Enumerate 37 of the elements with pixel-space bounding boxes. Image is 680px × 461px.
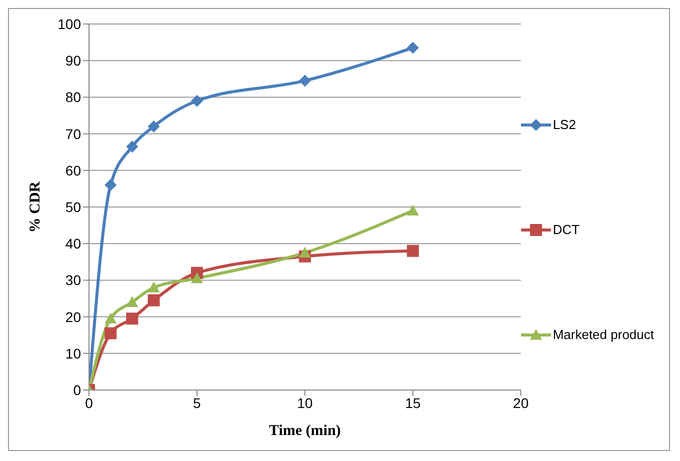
x-tick-label: 5 bbox=[193, 394, 202, 411]
y-tick-label: 10 bbox=[65, 345, 82, 362]
point bbox=[406, 244, 419, 257]
y-tick-label: 90 bbox=[65, 52, 82, 69]
point bbox=[406, 42, 419, 54]
point bbox=[104, 327, 117, 340]
x-tick-label: 20 bbox=[513, 394, 529, 411]
y-tick-label: 20 bbox=[65, 308, 82, 325]
point bbox=[148, 120, 160, 132]
point bbox=[190, 272, 203, 284]
y-tick-label: 60 bbox=[65, 162, 82, 178]
x-tick-label: 10 bbox=[297, 394, 313, 411]
x-tick-label: 15 bbox=[405, 394, 421, 411]
y-axis-title: % CDR bbox=[27, 181, 44, 233]
legend-label: LS2 bbox=[552, 117, 576, 132]
point bbox=[406, 204, 419, 216]
legend-label: Marketed product bbox=[552, 327, 654, 342]
y-tick-label: 80 bbox=[65, 89, 82, 106]
y-tick-label: 100 bbox=[58, 16, 82, 32]
point bbox=[298, 246, 311, 258]
point bbox=[148, 282, 160, 292]
y-tick-label: 40 bbox=[65, 236, 82, 252]
x-tick-label: 0 bbox=[85, 394, 94, 411]
point bbox=[104, 312, 117, 324]
point bbox=[104, 179, 117, 192]
x-axis-title: Time (min) bbox=[269, 423, 341, 439]
y-tick-label: 70 bbox=[65, 126, 82, 142]
point bbox=[126, 312, 138, 325]
y-tick-label: 50 bbox=[65, 198, 82, 215]
legend-label: DCT bbox=[552, 222, 580, 237]
point bbox=[126, 140, 138, 153]
point bbox=[298, 74, 311, 87]
y-tick-label: 30 bbox=[65, 272, 82, 288]
point bbox=[190, 94, 203, 107]
point bbox=[148, 294, 160, 306]
y-tick-label: 0 bbox=[73, 382, 82, 398]
point bbox=[126, 296, 138, 307]
